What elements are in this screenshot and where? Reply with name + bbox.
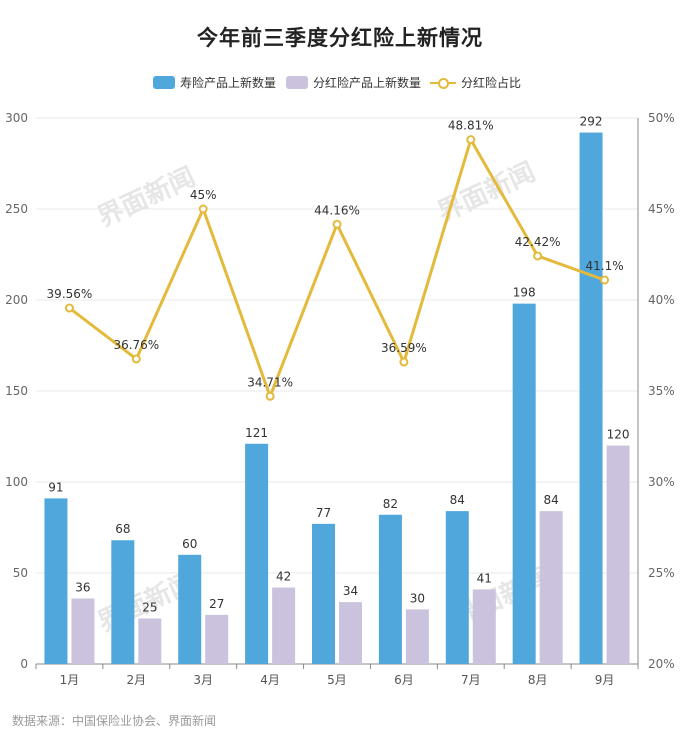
ratio-point <box>466 135 476 145</box>
bar-life-insurance <box>245 443 269 664</box>
bar-life-insurance <box>378 514 402 664</box>
y-tick-label: 250 <box>5 202 28 216</box>
bar-label-dividend-insurance: 27 <box>209 597 224 611</box>
source-note: 数据来源：中国保险业协会、界面新闻 <box>12 714 217 728</box>
bar-dividend-insurance <box>339 602 362 664</box>
bar-dividend-insurance <box>138 618 162 664</box>
bar-life-insurance <box>512 303 536 664</box>
bar-label-life-insurance: 77 <box>316 506 331 520</box>
legend-item-dividend-insurance[interactable]: 分红险产品上新数量 <box>286 72 421 92</box>
x-tick-label: 3月 <box>193 673 213 687</box>
bar-label-life-insurance: 68 <box>115 522 130 536</box>
bar-life-insurance <box>178 554 202 664</box>
ratio-label: 36.76% <box>113 338 159 352</box>
bar-label-dividend-insurance: 30 <box>410 591 425 605</box>
ratio-point <box>265 391 275 401</box>
watermark-text: 界面新闻 <box>93 161 200 233</box>
x-tick-label: 7月 <box>461 673 481 687</box>
legend-label: 寿险产品上新数量 <box>180 75 277 90</box>
data-labels: 91 36 68 25 60 27 121 42 77 34 82 30 84 41 198 84 292 120… <box>47 115 630 615</box>
x-tick-label: 8月 <box>528 673 548 687</box>
ratio-line <box>64 135 610 401</box>
ratio-point <box>600 275 610 285</box>
bar-life-insurance <box>111 540 135 664</box>
x-tick-label: 1月 <box>60 673 80 687</box>
y-tick-label: 200 <box>5 293 28 307</box>
y2-tick-label: 30% <box>648 475 675 489</box>
bar-dividend-insurance <box>539 511 563 664</box>
bar-label-life-insurance: 82 <box>383 497 398 511</box>
bar-label-dividend-insurance: 36 <box>75 580 90 594</box>
bar-label-life-insurance: 121 <box>245 426 268 440</box>
bar-life-insurance <box>312 523 335 664</box>
bar-life-insurance <box>445 511 469 664</box>
y2-tick-label: 40% <box>648 293 675 307</box>
legend-swatch-blue <box>153 75 175 89</box>
bar-label-dividend-insurance: 42 <box>276 570 291 584</box>
bar-label-life-insurance: 292 <box>580 115 603 129</box>
bar-label-dividend-insurance: 34 <box>343 584 358 598</box>
bar-label-life-insurance: 91 <box>48 480 63 494</box>
bar-label-life-insurance: 198 <box>513 286 536 300</box>
ratio-point <box>64 303 74 313</box>
ratio-label: 39.56% <box>47 287 93 301</box>
ratio-label: 42.42% <box>515 235 561 249</box>
legend-item-dividend-share[interactable]: 分红险占比 <box>430 72 521 92</box>
ratio-label: 34.71% <box>247 375 293 389</box>
y-tick-label: 100 <box>5 475 28 489</box>
bar-life-insurance <box>579 132 603 664</box>
x-tick-label: 4月 <box>260 673 280 687</box>
y2-tick-label: 50% <box>648 111 675 125</box>
x-tick-label: 5月 <box>327 673 347 687</box>
y-tick-label: 0 <box>20 657 28 671</box>
ratio-point <box>332 219 342 229</box>
bars <box>44 132 630 664</box>
x-tick-label: 2月 <box>127 673 147 687</box>
y-tick-label: 150 <box>5 384 28 398</box>
legend-item-life-insurance[interactable]: 寿险产品上新数量 <box>153 72 276 92</box>
ratio-label: 45% <box>190 188 217 202</box>
ratio-label: 36.59% <box>381 341 427 355</box>
bar-dividend-insurance <box>606 445 630 664</box>
y2-tick-label: 20% <box>648 657 675 671</box>
bar-dividend-insurance <box>272 587 296 664</box>
legend-label: 分红险产品上新数量 <box>313 75 422 90</box>
bar-label-dividend-insurance: 41 <box>477 571 492 585</box>
chart-title: 今年前三季度分红险上新情况 <box>197 26 483 50</box>
bar-dividend-insurance <box>71 598 95 664</box>
bar-label-life-insurance: 84 <box>450 493 465 507</box>
y-tick-label: 50 <box>13 566 28 580</box>
legend-label: 分红险占比 <box>461 75 522 90</box>
legend: 寿险产品上新数量 分红险产品上新数量 分红险占比 <box>0 72 680 92</box>
y2-tick-label: 45% <box>648 202 675 216</box>
ratio-point <box>533 251 543 261</box>
ratio-point <box>399 357 409 367</box>
ratio-label: 48.81% <box>448 119 494 133</box>
x-tick-label: 6月 <box>394 673 414 687</box>
bar-dividend-insurance <box>472 589 496 664</box>
bar-label-dividend-insurance: 84 <box>544 493 559 507</box>
y2-tick-label: 25% <box>648 566 675 580</box>
bar-dividend-insurance <box>205 614 229 664</box>
legend-line-marker <box>430 76 456 89</box>
legend-swatch-purple <box>286 75 308 89</box>
gridlines <box>36 117 638 665</box>
bar-life-insurance <box>44 498 68 664</box>
bar-dividend-insurance <box>405 609 429 664</box>
x-tick-label: 9月 <box>595 673 615 687</box>
ratio-label: 44.16% <box>314 203 360 217</box>
ratio-point <box>131 354 141 364</box>
ratio-label: 41.1% <box>585 259 623 273</box>
bar-label-life-insurance: 60 <box>182 537 197 551</box>
axes: 0 50 100 150 200 250 300 20% 25% 30% 35% 40% 45% 50% 1… <box>5 111 675 687</box>
bar-label-dividend-insurance: 120 <box>607 428 630 442</box>
y2-tick-label: 35% <box>648 384 675 398</box>
ratio-point <box>198 204 208 214</box>
y-tick-label: 300 <box>5 111 28 125</box>
bar-label-dividend-insurance: 25 <box>142 601 157 615</box>
